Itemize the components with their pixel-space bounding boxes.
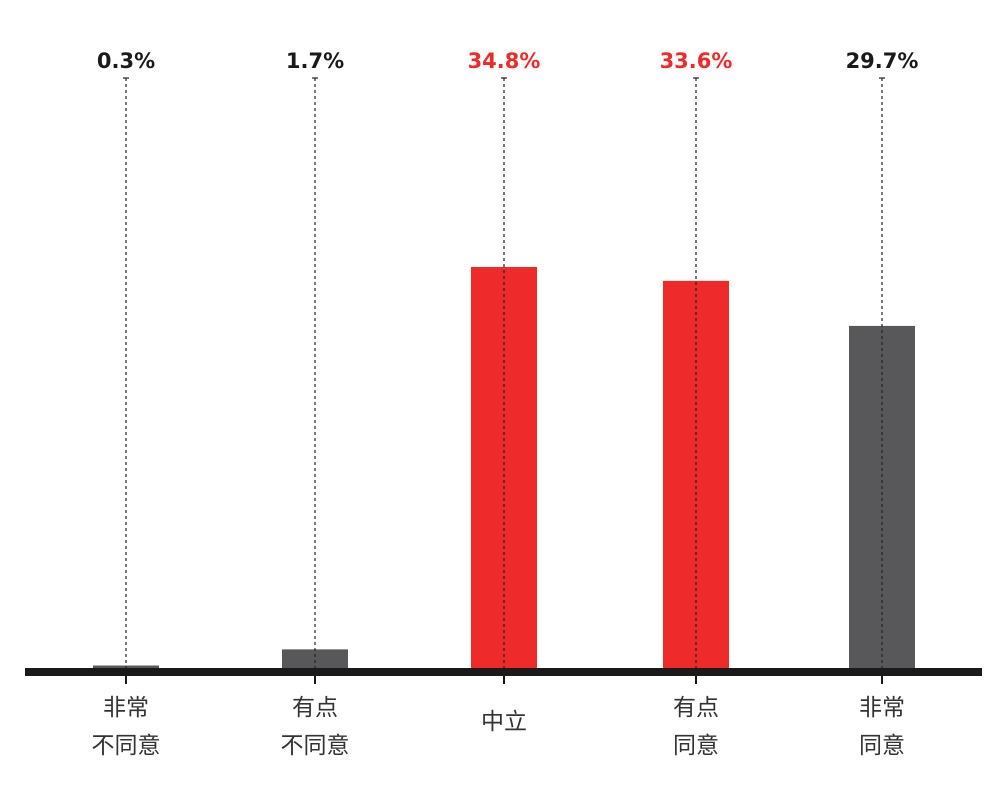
- value-label-2: 34.8%: [468, 49, 541, 73]
- x-tick-label-0-0: 非常: [103, 695, 149, 721]
- x-tick-label-3-0: 有点: [673, 695, 719, 721]
- x-tick-label-1-1: 不同意: [281, 733, 350, 759]
- value-label-0: 0.3%: [97, 49, 155, 73]
- x-tick-label-1-0: 有点: [292, 695, 338, 721]
- x-tick-label-4-0: 非常: [859, 695, 905, 721]
- x-tick-label-0-1: 不同意: [92, 733, 161, 759]
- value-label-3: 33.6%: [660, 49, 733, 73]
- x-tick-label-4-1: 同意: [859, 733, 905, 759]
- x-tick-label-3-1: 同意: [673, 733, 719, 759]
- x-tick-label-2-0: 中立: [481, 709, 527, 735]
- x-axis-line: [25, 668, 982, 676]
- value-label-4: 29.7%: [846, 49, 919, 73]
- value-label-1: 1.7%: [286, 49, 344, 73]
